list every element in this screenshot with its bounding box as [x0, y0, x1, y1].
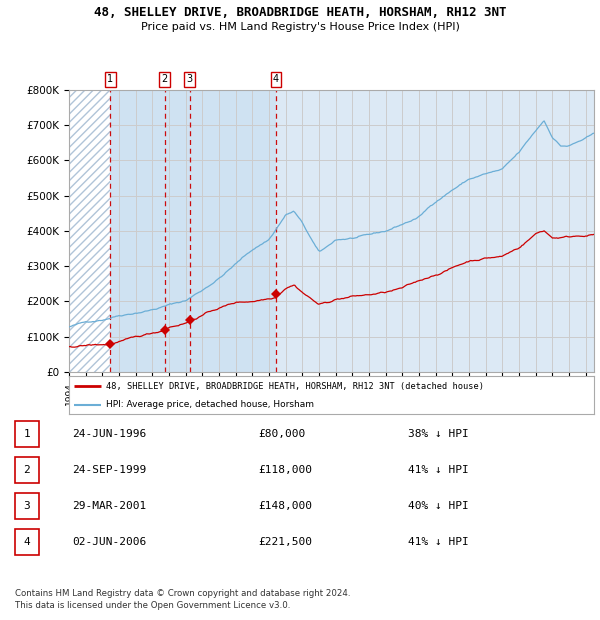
Text: 38% ↓ HPI: 38% ↓ HPI [408, 429, 469, 439]
Text: 24-JUN-1996: 24-JUN-1996 [72, 429, 146, 439]
Text: 02-JUN-2006: 02-JUN-2006 [72, 537, 146, 547]
Text: Price paid vs. HM Land Registry's House Price Index (HPI): Price paid vs. HM Land Registry's House … [140, 22, 460, 32]
Text: Contains HM Land Registry data © Crown copyright and database right 2024.: Contains HM Land Registry data © Crown c… [15, 589, 350, 598]
Text: This data is licensed under the Open Government Licence v3.0.: This data is licensed under the Open Gov… [15, 601, 290, 611]
Text: 3: 3 [23, 501, 31, 511]
Text: 1: 1 [107, 74, 113, 84]
Text: 3: 3 [187, 74, 193, 84]
Text: 2: 2 [161, 74, 167, 84]
Bar [110, 90, 164, 372]
Text: 24-SEP-1999: 24-SEP-1999 [72, 465, 146, 475]
Text: 2: 2 [23, 465, 31, 475]
Text: £221,500: £221,500 [258, 537, 312, 547]
Text: £148,000: £148,000 [258, 501, 312, 511]
Text: £118,000: £118,000 [258, 465, 312, 475]
Text: HPI: Average price, detached house, Horsham: HPI: Average price, detached house, Hors… [106, 400, 314, 409]
Text: 1: 1 [23, 429, 31, 439]
Text: 4: 4 [273, 74, 279, 84]
Text: 4: 4 [23, 537, 31, 547]
Text: 41% ↓ HPI: 41% ↓ HPI [408, 465, 469, 475]
Bar [190, 90, 276, 372]
Text: £80,000: £80,000 [258, 429, 305, 439]
Text: 40% ↓ HPI: 40% ↓ HPI [408, 501, 469, 511]
Bar [164, 90, 190, 372]
Text: 48, SHELLEY DRIVE, BROADBRIDGE HEATH, HORSHAM, RH12 3NT (detached house): 48, SHELLEY DRIVE, BROADBRIDGE HEATH, HO… [106, 382, 484, 391]
Text: 41% ↓ HPI: 41% ↓ HPI [408, 537, 469, 547]
Bar [69, 90, 110, 372]
Text: 48, SHELLEY DRIVE, BROADBRIDGE HEATH, HORSHAM, RH12 3NT: 48, SHELLEY DRIVE, BROADBRIDGE HEATH, HO… [94, 6, 506, 19]
Text: 29-MAR-2001: 29-MAR-2001 [72, 501, 146, 511]
